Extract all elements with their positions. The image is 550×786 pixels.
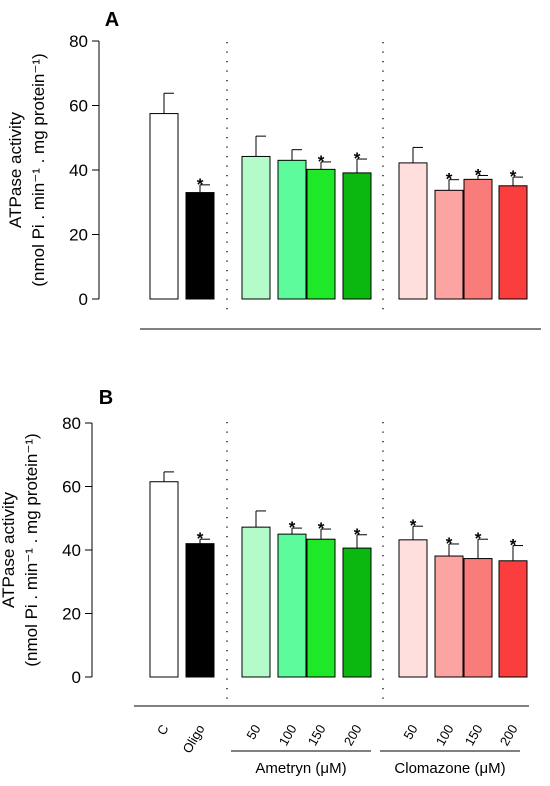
y-tick-label: 0	[79, 290, 88, 309]
bar	[149, 113, 179, 300]
significance-star: *	[197, 529, 204, 548]
bar	[241, 155, 271, 300]
category-label: C	[154, 722, 172, 738]
category-label: 100	[276, 722, 300, 748]
bar	[185, 192, 215, 300]
bar	[277, 533, 307, 678]
y-tick-label: 20	[69, 226, 88, 245]
significance-star: *	[475, 529, 482, 548]
significance-star: *	[354, 149, 361, 168]
panel-letter: A	[105, 9, 119, 31]
y-tick-label: 60	[69, 97, 88, 116]
significance-star: *	[410, 516, 417, 535]
category-label: 200	[497, 722, 521, 748]
bar	[498, 560, 528, 678]
bar	[463, 558, 493, 678]
y-tick-label: 40	[69, 161, 88, 180]
y-axis-label-line1: ATPase activity	[6, 112, 25, 228]
category-label: 150	[305, 722, 329, 748]
category-label: 50	[243, 722, 263, 742]
bar	[185, 543, 215, 678]
panel-b: B 0 20 40 60 80 ATPase activity (nmol Pi . min⁻…	[0, 387, 529, 707]
y-tick-label: 40	[62, 541, 81, 560]
category-label: Oligo	[179, 722, 207, 756]
panel-letter: B	[99, 387, 113, 409]
bar	[434, 189, 464, 300]
y-axis-label-line1: ATPase activity	[0, 492, 18, 608]
bar	[342, 172, 372, 300]
category-label: 50	[400, 722, 420, 742]
category-label: 200	[341, 722, 365, 748]
y-tick-label: 80	[62, 414, 81, 433]
significance-star: *	[289, 518, 296, 537]
panel-a: A 0 20 40 60 80 ATPase activity (nmol Pi . min⁻…	[6, 9, 541, 330]
bar	[463, 178, 493, 300]
y-tick-label: 0	[72, 668, 81, 687]
bar	[306, 538, 336, 678]
bar	[398, 162, 428, 300]
significance-star: *	[318, 519, 325, 538]
significance-star: *	[475, 165, 482, 184]
bar	[398, 539, 428, 678]
significance-star: *	[510, 536, 517, 555]
significance-star: *	[510, 167, 517, 186]
y-tick-label: 80	[69, 32, 88, 51]
significance-star: *	[446, 534, 453, 553]
significance-star: *	[446, 170, 453, 189]
y-tick-label: 60	[62, 478, 81, 497]
category-label: 100	[433, 722, 457, 748]
bar	[342, 547, 372, 678]
group-label-ametryn: Ametryn (μM)	[255, 760, 346, 777]
bar	[434, 555, 464, 678]
significance-star: *	[354, 525, 361, 544]
y-tick-label: 20	[62, 605, 81, 624]
group-label-clomazone: Clomazone (μM)	[394, 760, 505, 777]
significance-star: *	[318, 152, 325, 171]
y-axis-label-line2: (nmol Pi . min⁻¹ . mg protein⁻¹)	[22, 433, 41, 666]
significance-star: *	[197, 175, 204, 194]
y-axis-label-line2: (nmol Pi . min⁻¹ . mg protein⁻¹)	[29, 53, 48, 286]
bar	[241, 526, 271, 678]
bar	[498, 185, 528, 300]
category-label: 150	[462, 722, 486, 748]
bar	[306, 168, 336, 300]
bar	[149, 481, 179, 678]
bar	[277, 159, 307, 300]
